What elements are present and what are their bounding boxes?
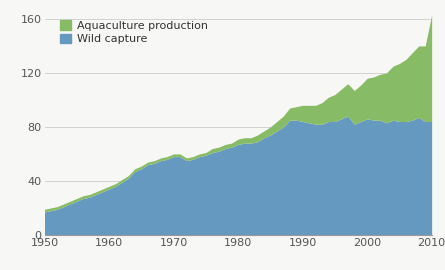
Legend: Aquaculture production, Wild capture: Aquaculture production, Wild capture: [58, 18, 210, 46]
